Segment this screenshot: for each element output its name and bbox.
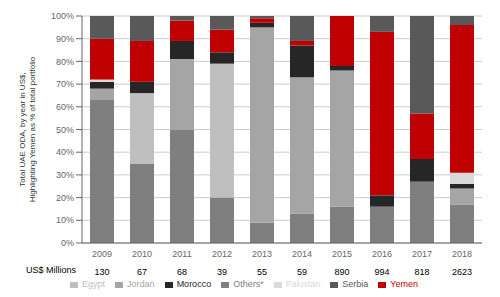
svg-text:2017: 2017: [412, 249, 432, 259]
svg-text:2010: 2010: [132, 249, 152, 259]
svg-text:2015: 2015: [332, 249, 352, 259]
svg-text:2012: 2012: [212, 249, 232, 259]
html-text:Serbia: Serbia: [342, 279, 369, 289]
svg-text:994: 994: [374, 267, 389, 277]
html-text:Pakistan: Pakistan: [285, 279, 321, 289]
html-text:Jordan: Jordan: [127, 279, 155, 289]
svg-text:68: 68: [177, 267, 187, 277]
svg-text:130: 130: [94, 267, 109, 277]
svg-text:2018: 2018: [452, 249, 472, 259]
svg-text:60%: 60%: [56, 102, 74, 112]
html-text:Morocco: Morocco: [176, 279, 212, 289]
svg-text:2016: 2016: [372, 249, 392, 259]
html-text:Egypt: Egypt: [82, 279, 106, 289]
svg-text:30%: 30%: [56, 170, 74, 180]
svg-text:55: 55: [257, 267, 267, 277]
svg-text:Total UAE ODA, by year in US$,: Total UAE ODA, by year in US$,Highlighti…: [18, 56, 37, 202]
svg-text:2011: 2011: [172, 249, 191, 259]
svg-text:818: 818: [414, 267, 429, 277]
svg-text:59: 59: [297, 267, 307, 277]
svg-text:100%: 100%: [51, 11, 74, 21]
svg-text:0%: 0%: [61, 238, 74, 248]
svg-text:20%: 20%: [56, 193, 74, 203]
svg-text:2014: 2014: [292, 249, 312, 259]
svg-text:90%: 90%: [56, 34, 74, 44]
svg-text:890: 890: [334, 267, 349, 277]
svg-text:67: 67: [137, 267, 147, 277]
svg-text:2623: 2623: [452, 267, 472, 277]
svg-text:2013: 2013: [252, 249, 272, 259]
svg-text:US$ Millions: US$ Millions: [26, 265, 77, 275]
svg-text:40%: 40%: [56, 147, 74, 157]
svg-text:70%: 70%: [56, 79, 74, 89]
svg-text:39: 39: [217, 267, 227, 277]
html-text:Yemen: Yemen: [390, 279, 418, 289]
html-text:Others*: Others*: [233, 279, 264, 289]
svg-text:50%: 50%: [56, 125, 74, 135]
svg-text:2009: 2009: [92, 249, 112, 259]
svg-text:80%: 80%: [56, 57, 74, 67]
svg-text:10%: 10%: [56, 215, 74, 225]
